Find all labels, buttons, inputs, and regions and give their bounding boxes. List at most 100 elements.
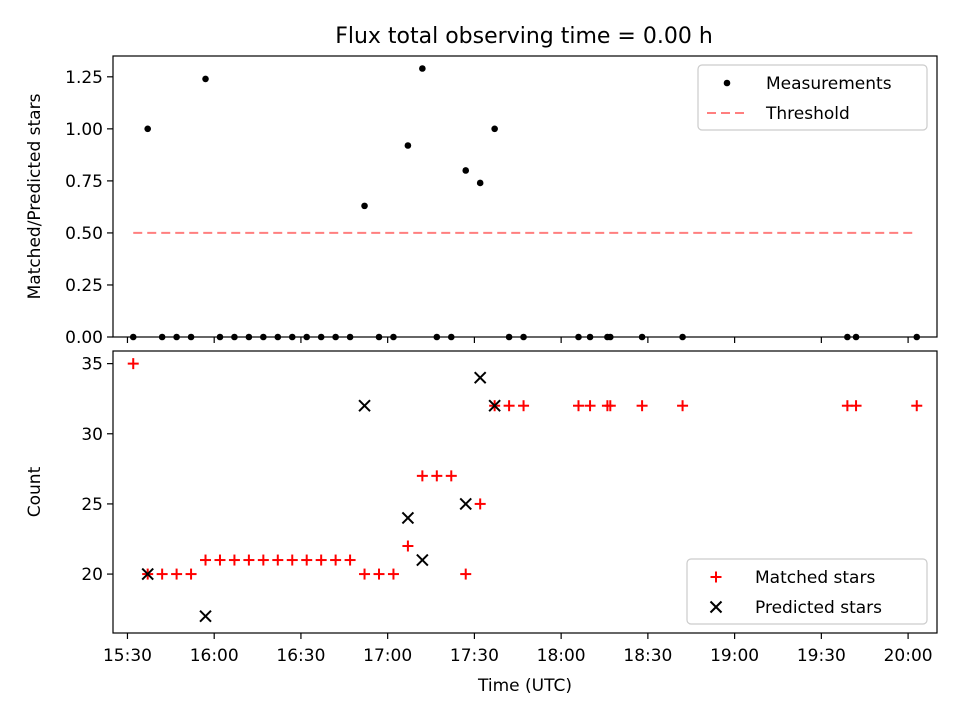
- measurement-point: [332, 333, 339, 341]
- measurement-point: [404, 142, 412, 149]
- measurement-point: [216, 333, 224, 341]
- matched-star-marker: [677, 400, 689, 412]
- legend-x-stroke-b: [709, 600, 723, 614]
- y-tick-label: 0.25: [65, 276, 103, 296]
- predicted-star-marker: [416, 553, 429, 567]
- legend: Measurements Threshold: [697, 64, 928, 131]
- x-tick-label: 16:30: [276, 646, 325, 666]
- x-tick-label: 18:30: [623, 646, 672, 666]
- measurement-point: [129, 333, 137, 341]
- y-tick-label: 30: [81, 425, 103, 445]
- measurement-point: [158, 333, 166, 341]
- measurement-point: [361, 202, 368, 210]
- matched-star-marker: [330, 554, 342, 566]
- measurement-point: [679, 333, 686, 341]
- y-tick-label: 1.25: [65, 68, 103, 88]
- y-tick-label: 0.00: [65, 328, 103, 348]
- matched-star-marker: [584, 400, 596, 412]
- x-tick-label: 15:30: [103, 646, 152, 666]
- measurement-point: [433, 333, 441, 341]
- matched-star-marker: [373, 568, 385, 580]
- measurement-point: [520, 333, 527, 341]
- measurement-point: [144, 125, 151, 133]
- x-tick-label: 17:30: [450, 646, 499, 666]
- predicted-star-marker: [473, 371, 487, 384]
- predicted-star-marker: [358, 399, 371, 412]
- predicted-star-stroke-b: [459, 497, 472, 511]
- matched-star-marker: [185, 568, 197, 580]
- matched-star-marker: [257, 554, 269, 566]
- measurement-point: [462, 167, 470, 174]
- measurement-point: [505, 333, 513, 341]
- y-tick-label: 20: [81, 565, 103, 585]
- measurement-point: [260, 333, 267, 341]
- x-tick-label: 19:30: [797, 646, 846, 666]
- measurement-point: [575, 333, 582, 341]
- legend-label: Threshold: [765, 104, 850, 124]
- measurement-point: [844, 333, 851, 341]
- matched-star-marker: [911, 400, 923, 412]
- measurement-point: [476, 179, 484, 187]
- measurement-point: [173, 333, 180, 341]
- x-tick-label: 20:00: [884, 646, 933, 666]
- measurement-point: [447, 333, 455, 341]
- predicted-star-marker: [459, 497, 472, 511]
- predicted-star-marker: [488, 399, 501, 412]
- legend-label: Matched stars: [755, 568, 875, 588]
- predicted-star-marker: [141, 567, 154, 581]
- y-tick-label: 0.75: [65, 172, 103, 192]
- matched-star-marker: [572, 400, 584, 412]
- chart-title: Flux total observing time = 0.00 h: [335, 24, 713, 49]
- matched-star-marker: [503, 400, 515, 412]
- plot-frame: [112, 350, 938, 634]
- y-axis-label: Count: [25, 466, 45, 517]
- measurement-point: [288, 333, 296, 341]
- matched-star-marker: [460, 568, 472, 580]
- y-tick-label: 0.50: [65, 224, 103, 244]
- legend: Matched stars Predicted stars: [686, 558, 928, 625]
- matched-star-marker: [387, 568, 399, 580]
- legend-label: Predicted stars: [755, 598, 882, 618]
- predicted-star-stroke-b: [488, 399, 501, 412]
- matched-star-marker: [359, 568, 371, 580]
- predicted-star-marker: [199, 609, 212, 623]
- measurement-point: [638, 333, 646, 341]
- matched-star-marker: [315, 554, 327, 566]
- matched-star-marker: [604, 400, 616, 412]
- measurement-point: [303, 333, 311, 341]
- matched-star-marker: [636, 400, 648, 412]
- matched-star-marker: [416, 470, 428, 482]
- measurement-point: [852, 333, 860, 341]
- predicted-star-stroke-b: [401, 511, 415, 525]
- matched-star-marker: [518, 400, 530, 412]
- matched-star-marker: [228, 554, 240, 566]
- x-tick-label: 17:00: [363, 646, 412, 666]
- measurement-point: [231, 333, 238, 341]
- matched-star-marker: [272, 554, 284, 566]
- x-axis-label: Time (UTC): [477, 676, 572, 696]
- x-tick-label: 18:00: [537, 646, 586, 666]
- legend-box: [697, 64, 928, 131]
- y-tick-label: 25: [81, 495, 103, 515]
- matched-star-marker: [431, 470, 443, 482]
- measurement-point: [375, 333, 383, 341]
- measurement-point: [491, 125, 498, 133]
- measurement-point: [586, 333, 594, 341]
- predicted-star-stroke-b: [141, 567, 154, 581]
- legend-box: [686, 558, 928, 625]
- measurement-point: [606, 333, 614, 341]
- measurement-point: [317, 333, 325, 341]
- measurement-point: [202, 75, 209, 83]
- predicted-star-stroke-b: [416, 553, 429, 567]
- measurement-point: [187, 333, 195, 341]
- bottom-panel-count-plot: 15:30 16:00 16:30 17:00 17:30 18:00 18:30 19:00…: [25, 350, 938, 696]
- measurement-point: [913, 333, 921, 341]
- matched-star-marker: [850, 400, 862, 412]
- predicted-star-stroke-b: [358, 399, 371, 412]
- matched-star-marker: [156, 568, 168, 580]
- matched-star-marker: [214, 554, 226, 566]
- matched-star-marker: [474, 498, 486, 510]
- x-tick-label: 16:00: [190, 646, 239, 666]
- matched-star-marker: [200, 554, 212, 566]
- x-tick-label: 19:00: [710, 646, 759, 666]
